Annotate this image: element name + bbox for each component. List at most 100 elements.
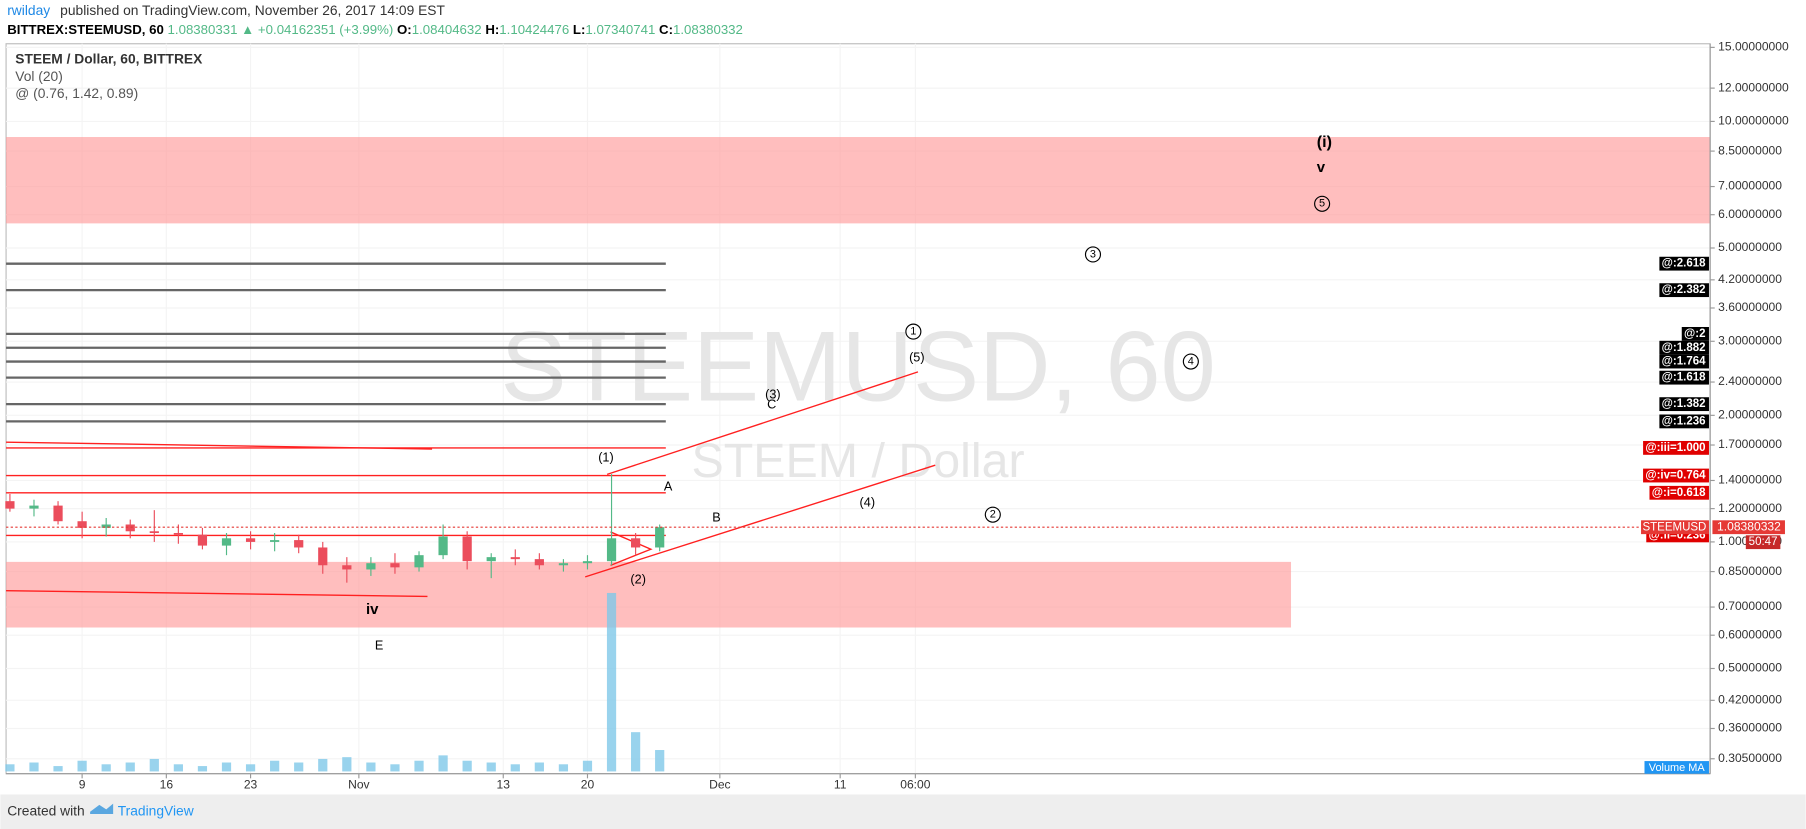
candle-body [101,524,111,528]
legend-item: Vol (20) [15,68,63,84]
author[interactable]: rwilday [7,2,50,18]
watermark: STEEM / Dollar [692,434,1025,488]
legend-title: STEEM / Dollar, 60, BITTREX [15,51,203,67]
candle-body [631,538,641,548]
volume-bar [270,760,280,772]
timer: 50:47 [1749,536,1778,548]
volume-bar [510,764,520,772]
brand[interactable]: TradingView [118,802,194,818]
annotation: B [712,510,720,524]
candle-body [125,524,135,532]
candle-body [245,538,256,542]
volume-bar [318,758,328,772]
annotation: 4 [1188,355,1194,367]
volume-bar [366,762,376,772]
volume-bar [390,764,400,772]
x-tick-label: 11 [834,777,847,791]
candle-body [5,501,15,509]
candle-body [77,521,87,528]
candle-body [414,555,424,568]
x-tick-label: 13 [497,777,511,791]
volume-bar [486,762,496,772]
annotation-circle [984,506,1001,523]
candle-body [534,559,544,566]
price-tag [1712,520,1785,535]
candles [5,474,1711,772]
ohlc-value: 1.08380332 [673,21,743,36]
annotation: v [1317,159,1326,176]
volume-bar [53,766,63,772]
candle-body [582,561,593,564]
timer-tag [1745,535,1781,550]
annotation-circle [1182,353,1199,370]
annotation: C [767,398,776,412]
candle-body [390,563,400,568]
candle-body [655,527,665,548]
volume-bar [29,762,39,772]
y-tick-label: 3.00000000 [1718,333,1782,347]
quote-line: BITTREX:STEEMUSD, 60 1.08380331 ▲ +0.041… [7,21,743,36]
annotation-circle [1084,246,1102,263]
y-tick-label: 0.42000000 [1718,693,1782,707]
legend: STEEM / Dollar, 60, BITTREX Vol (20) @ (… [15,51,203,102]
annotation: 1 [910,325,916,337]
y-tick-label: 2.00000000 [1718,408,1782,422]
candle-body [438,536,448,556]
annotation: E [375,638,383,652]
level-tag [1659,370,1709,385]
candle-body [366,563,376,570]
x-tick-label: 23 [244,777,258,791]
change: ▲ +0.04162351 (+3.99%) [241,21,393,36]
level-tag [1659,354,1709,369]
volume-bar [197,766,208,772]
volume-bar [101,764,111,772]
y-tick-label: 0.50000000 [1718,661,1782,675]
level-tag [1649,485,1709,500]
volume-bar [5,764,15,772]
x-tick-label: 9 [79,777,86,791]
y-tick-label: 0.30500000 [1718,751,1782,765]
candle-body [197,534,208,546]
candle-body [462,536,472,562]
ohlc-label: C: [659,21,673,36]
annotation: (1) [598,451,613,465]
volume-bar [77,760,87,772]
y-tick-label: 1.20000000 [1718,501,1782,515]
level-label: @:1.618 [1662,372,1706,384]
annotation: (2) [630,573,645,587]
footer: Created with TradingView [7,802,193,818]
series-name: STEEMUSD [1642,521,1706,533]
y-tick-label: 6.00000000 [1718,207,1782,221]
volume-bar [149,758,159,772]
annotation: (3) [765,387,780,401]
x-tick-label: 06:00 [900,777,931,791]
triangle [610,531,653,566]
level-tag [1659,340,1709,355]
volume-bar [221,762,232,772]
volume-bar [534,762,544,772]
candle-body [53,505,63,522]
candle-body [510,557,520,560]
candle-body [486,557,496,562]
symbol: BITTREX:STEEMUSD, 60 [7,21,164,36]
candle-body [221,538,232,546]
y-tick-label: 15.00000000 [1718,40,1789,54]
volume-bar [173,764,183,772]
ohlc-value: 1.08404632 [412,21,482,36]
x-tick-label: Dec [709,777,730,791]
volume-bar [655,750,665,772]
level-tag [1681,326,1709,341]
trend-line [6,441,433,450]
y-tick-label: 5.00000000 [1718,240,1782,254]
y-tick-label: 1.40000000 [1718,473,1782,487]
levels: @:2.618 @:2.382 @:2 @:1.882 @:1.764 @:1.618 @:… [6,256,1709,543]
volume-bar [438,755,448,772]
volume-label: Volume MA [1649,762,1706,774]
y-tick-label: 8.50000000 [1718,143,1782,157]
level-tag [1659,283,1709,298]
annotations: (i) v 5 3 1 (5) 4 (3)C (1) A B (4) 2 (2) iv E [366,133,1332,652]
logo [90,803,114,815]
y-tick-label: 1.70000000 [1718,437,1782,451]
created-with: Created with [7,802,84,818]
